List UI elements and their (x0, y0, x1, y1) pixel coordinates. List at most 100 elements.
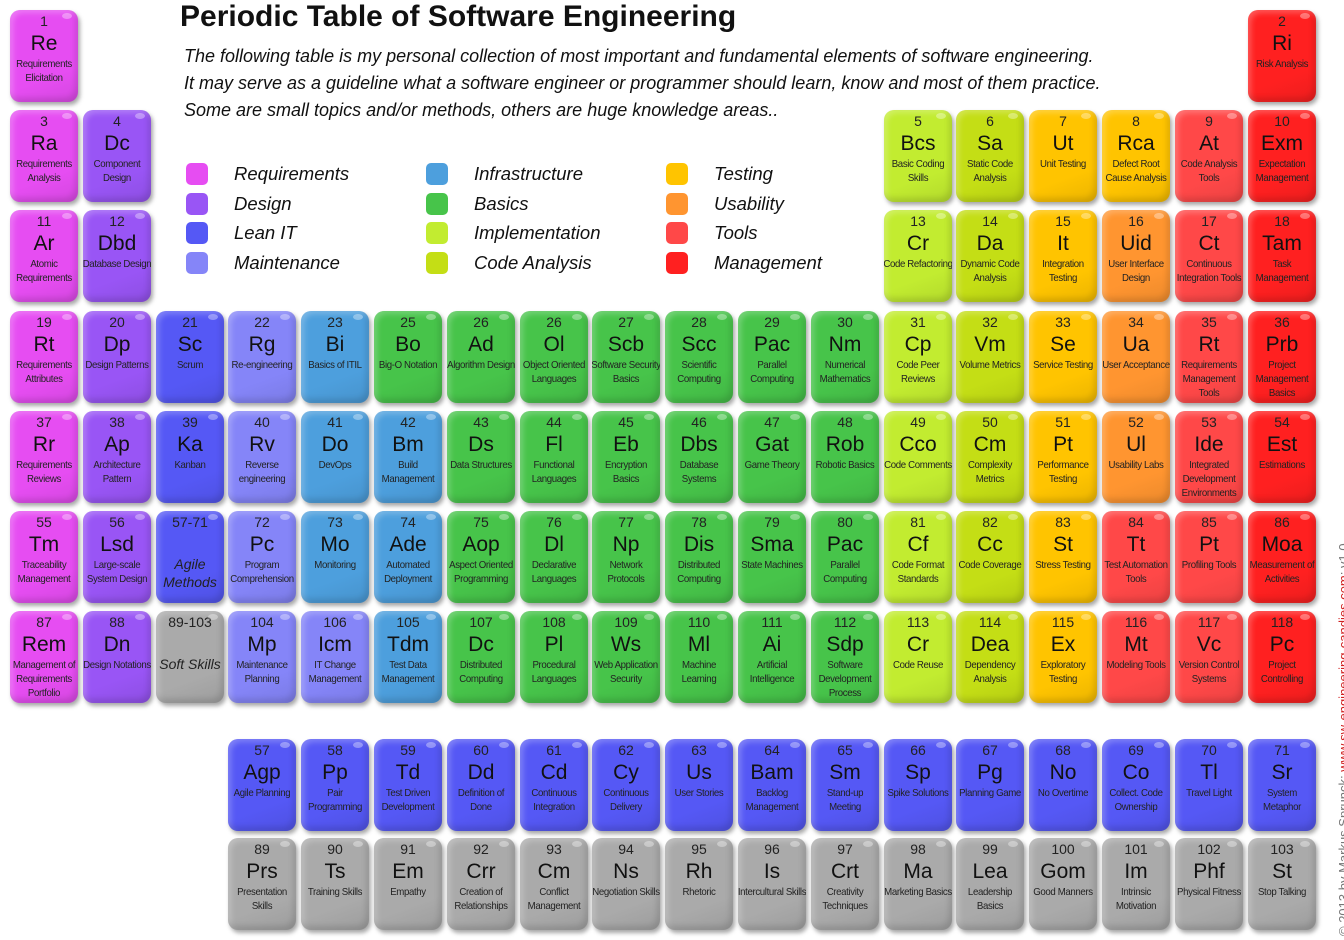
element-pc-72[interactable]: 72 Pc Program Comprehension (228, 511, 296, 603)
element-cp-31[interactable]: 31 Cp Code Peer Reviews (884, 311, 952, 403)
element-ap-38[interactable]: 38 Ap Architecture Pattern (83, 411, 151, 503)
element-np-77[interactable]: 77 Np Network Protocols (592, 511, 660, 603)
element-dis-78[interactable]: 78 Dis Distributed Computing (665, 511, 733, 603)
element-sr-71[interactable]: 71 Sr System Metaphor (1248, 739, 1316, 831)
element-dd-60[interactable]: 60 Dd Definition of Done (447, 739, 515, 831)
element-cd-61[interactable]: 61 Cd Continuous Integration (520, 739, 588, 831)
element-cr-13[interactable]: 13 Cr Code Refactoring (884, 210, 952, 302)
element-dn-88[interactable]: 88 Dn Design Notations (83, 611, 151, 703)
element-pp-58[interactable]: 58 Pp Pair Programming (301, 739, 369, 831)
element-at-9[interactable]: 9 At Code Analysis Tools (1175, 110, 1243, 202)
element-ade-74[interactable]: 74 Ade Automated Deployment (374, 511, 442, 603)
element-lea-99[interactable]: 99 Lea Leadership Basics (956, 838, 1024, 930)
element-ua-34[interactable]: 34 Ua User Acceptance (1102, 311, 1170, 403)
element-em-91[interactable]: 91 Em Empathy (374, 838, 442, 930)
element-st-83[interactable]: 83 St Stress Testing (1029, 511, 1097, 603)
element-pac-80[interactable]: 80 Pac Parallel Computing (811, 511, 879, 603)
element-rob-48[interactable]: 48 Rob Robotic Basics (811, 411, 879, 503)
element-crr-92[interactable]: 92 Crr Creation of Relationships (447, 838, 515, 930)
element-dbs-46[interactable]: 46 Dbs Database Systems (665, 411, 733, 503)
element-ex-115[interactable]: 115 Ex Exploratory Testing (1029, 611, 1097, 703)
element-tam-18[interactable]: 18 Tam Task Management (1248, 210, 1316, 302)
element-mp-104[interactable]: 104 Mp Maintenance Planning (228, 611, 296, 703)
element-scb-27[interactable]: 27 Scb Software Security Basics (592, 311, 660, 403)
element-is-96[interactable]: 96 Is Intercultural Skills (738, 838, 806, 930)
element-dbd-12[interactable]: 12 Dbd Database Design (83, 210, 151, 302)
element-sa-6[interactable]: 6 Sa Static Code Analysis (956, 110, 1024, 202)
element-ns-94[interactable]: 94 Ns Negotiation Skills (592, 838, 660, 930)
element-gat-47[interactable]: 47 Gat Game Theory (738, 411, 806, 503)
element-no-68[interactable]: 68 No No Overtime (1029, 739, 1097, 831)
element-ad-26[interactable]: 26 Ad Algorithm Design (447, 311, 515, 403)
element-group-89-103[interactable]: 89-103 Soft Skills (156, 611, 224, 703)
element-dc-107[interactable]: 107 Dc Distributed Computing (447, 611, 515, 703)
element-it-15[interactable]: 15 It Integration Testing (1029, 210, 1097, 302)
element-sp-66[interactable]: 66 Sp Spike Solutions (884, 739, 952, 831)
element-ul-52[interactable]: 52 Ul Usability Labs (1102, 411, 1170, 503)
element-exm-10[interactable]: 10 Exm Expectation Management (1248, 110, 1316, 202)
element-moa-86[interactable]: 86 Moa Measurement of Activities (1248, 511, 1316, 603)
element-ar-11[interactable]: 11 Ar Atomic Requirements (10, 210, 78, 302)
element-phf-102[interactable]: 102 Phf Physical Fitness (1175, 838, 1243, 930)
element-prb-36[interactable]: 36 Prb Project Management Basics (1248, 311, 1316, 403)
element-rem-87[interactable]: 87 Rem Management of Requirements Portfoli… (10, 611, 78, 703)
element-bi-23[interactable]: 23 Bi Basics of ITIL (301, 311, 369, 403)
element-dea-114[interactable]: 114 Dea Dependency Analysis (956, 611, 1024, 703)
element-rh-95[interactable]: 95 Rh Rhetoric (665, 838, 733, 930)
element-rca-8[interactable]: 8 Rca Defect Root Cause Analysis (1102, 110, 1170, 202)
element-tdm-105[interactable]: 105 Tdm Test Data Management (374, 611, 442, 703)
element-tt-84[interactable]: 84 Tt Test Automation Tools (1102, 511, 1170, 603)
element-bo-25[interactable]: 25 Bo Big-O Notation (374, 311, 442, 403)
element-ol-26[interactable]: 26 Ol Object Oriented Languages (520, 311, 588, 403)
element-vc-117[interactable]: 117 Vc Version Control Systems (1175, 611, 1243, 703)
element-pl-108[interactable]: 108 Pl Procedural Languages (520, 611, 588, 703)
element-pg-67[interactable]: 67 Pg Planning Game (956, 739, 1024, 831)
element-cf-81[interactable]: 81 Cf Code Format Standards (884, 511, 952, 603)
element-cm-93[interactable]: 93 Cm Conflict Management (520, 838, 588, 930)
element-rv-40[interactable]: 40 Rv Reverse engineering (228, 411, 296, 503)
element-est-54[interactable]: 54 Est Estimations (1248, 411, 1316, 503)
element-rr-37[interactable]: 37 Rr Requirements Reviews (10, 411, 78, 503)
element-uid-16[interactable]: 16 Uid User Interface Design (1102, 210, 1170, 302)
element-eb-45[interactable]: 45 Eb Encryption Basics (592, 411, 660, 503)
element-ds-43[interactable]: 43 Ds Data Structures (447, 411, 515, 503)
element-crt-97[interactable]: 97 Crt Creativity Techniques (811, 838, 879, 930)
element-tm-55[interactable]: 55 Tm Traceability Management (10, 511, 78, 603)
element-aop-75[interactable]: 75 Aop Aspect Oriented Programming (447, 511, 515, 603)
element-mt-116[interactable]: 116 Mt Modeling Tools (1102, 611, 1170, 703)
element-sdp-112[interactable]: 112 Sdp Software Development Process (811, 611, 879, 703)
element-cc-82[interactable]: 82 Cc Code Coverage (956, 511, 1024, 603)
element-pt-51[interactable]: 51 Pt Performance Testing (1029, 411, 1097, 503)
element-pc-118[interactable]: 118 Pc Project Controlling (1248, 611, 1316, 703)
element-ml-110[interactable]: 110 Ml Machine Learning (665, 611, 733, 703)
element-im-101[interactable]: 101 Im Intrinsic Motivation (1102, 838, 1170, 930)
element-pac-29[interactable]: 29 Pac Parallel Computing (738, 311, 806, 403)
element-ts-90[interactable]: 90 Ts Training Skills (301, 838, 369, 930)
element-rg-22[interactable]: 22 Rg Re-engineering (228, 311, 296, 403)
element-ct-17[interactable]: 17 Ct Continuous Integration Tools (1175, 210, 1243, 302)
element-prs-89[interactable]: 89 Prs Presentation Skills (228, 838, 296, 930)
website-link[interactable]: www.sw-engineering-candies.com (1336, 575, 1344, 772)
element-ri-2[interactable]: 2 Ri Risk Analysis (1248, 10, 1316, 102)
element-rt-35[interactable]: 35 Rt Requirements Management Tools (1175, 311, 1243, 403)
element-cy-62[interactable]: 62 Cy Continuous Delivery (592, 739, 660, 831)
element-us-63[interactable]: 63 Us User Stories (665, 739, 733, 831)
element-bm-42[interactable]: 42 Bm Build Management (374, 411, 442, 503)
element-td-59[interactable]: 59 Td Test Driven Development (374, 739, 442, 831)
element-re-1[interactable]: 1 Re Requirements Elicitation (10, 10, 78, 102)
element-dl-76[interactable]: 76 Dl Declarative Languages (520, 511, 588, 603)
element-co-69[interactable]: 69 Co Collect. Code Ownership (1102, 739, 1170, 831)
element-pt-85[interactable]: 85 Pt Profiling Tools (1175, 511, 1243, 603)
element-do-41[interactable]: 41 Do DevOps (301, 411, 369, 503)
element-ai-111[interactable]: 111 Ai Artificial Intelligence (738, 611, 806, 703)
element-da-14[interactable]: 14 Da Dynamic Code Analysis (956, 210, 1024, 302)
element-dc-4[interactable]: 4 Dc Component Design (83, 110, 151, 202)
element-sm-65[interactable]: 65 Sm Stand-up Meeting (811, 739, 879, 831)
element-mo-73[interactable]: 73 Mo Monitoring (301, 511, 369, 603)
element-dp-20[interactable]: 20 Dp Design Patterns (83, 311, 151, 403)
element-st-103[interactable]: 103 St Stop Talking (1248, 838, 1316, 930)
element-vm-32[interactable]: 32 Vm Volume Metrics (956, 311, 1024, 403)
element-ma-98[interactable]: 98 Ma Marketing Basics (884, 838, 952, 930)
element-ka-39[interactable]: 39 Ka Kanban (156, 411, 224, 503)
element-ra-3[interactable]: 3 Ra Requirements Analysis (10, 110, 78, 202)
